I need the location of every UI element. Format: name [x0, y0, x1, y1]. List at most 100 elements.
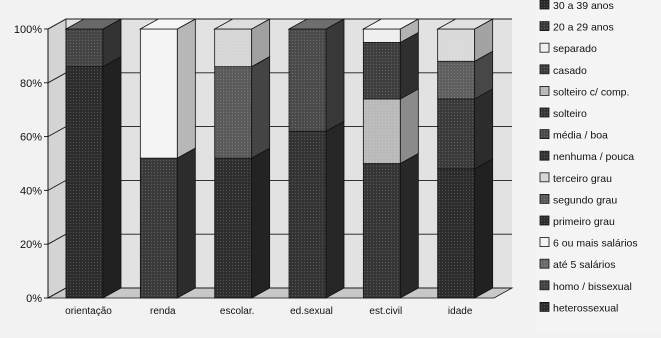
legend-swatch-texture	[540, 21, 549, 31]
y-tick-label: 80%	[20, 78, 42, 90]
y-tick-label: 60%	[20, 132, 42, 144]
bar-top-face	[361, 18, 420, 30]
bar-segment-side	[399, 88, 419, 165]
bar-renda	[138, 18, 197, 299]
bar-escolar.	[213, 18, 272, 299]
legend-item: 30 a 39 anos	[539, 0, 614, 12]
x-category-label: renda	[150, 306, 176, 317]
legend-label: média / boa	[553, 130, 608, 142]
bar-segment-texture	[363, 29, 401, 43]
gridline-diagonal	[47, 126, 67, 137]
legend-item: até 5 salários	[539, 258, 615, 271]
legend-label: heterossexual	[553, 302, 618, 314]
bar-segment-texture	[66, 29, 103, 67]
legend-label: segundo grau	[553, 194, 617, 206]
legend-label: 6 ou mais salários	[553, 238, 638, 250]
legend-item: heterossexual	[539, 301, 618, 314]
legend-swatch-texture	[540, 237, 549, 247]
bar-segment-texture	[289, 131, 326, 298]
bar-est.civil	[361, 18, 420, 299]
legend-swatch-texture	[540, 86, 549, 96]
legend-swatch-texture	[540, 302, 549, 312]
legend-item: terceiro grau	[539, 172, 612, 185]
legend-swatch-texture	[540, 194, 549, 204]
legend-swatch-texture	[540, 259, 549, 269]
bar-segment-texture	[363, 163, 401, 298]
legend-label: primeiro grau	[553, 216, 615, 228]
bar-segment	[362, 88, 419, 165]
legend-item: homo / bissexual	[539, 280, 632, 293]
plot-side-wall	[47, 18, 67, 299]
legend-swatch-texture	[540, 129, 549, 139]
bar-segment	[139, 147, 196, 299]
legend-swatch-texture	[540, 0, 549, 9]
legend-label: 20 a 29 anos	[553, 22, 614, 34]
x-category-label: est.civil	[369, 306, 402, 317]
bar-segment-texture	[214, 29, 252, 67]
legend-item: solteiro	[539, 107, 587, 120]
bar-segment-side	[325, 18, 345, 132]
bar-ed.sexual	[287, 18, 346, 299]
bar-segment-texture	[66, 66, 103, 298]
bar-top-face	[287, 18, 346, 30]
bar-segment-texture	[214, 158, 252, 298]
legend-item: média / boa	[539, 129, 608, 142]
legend-item: segundo grau	[539, 193, 617, 206]
bar-segment-texture	[214, 66, 252, 159]
bar-segment-texture	[140, 29, 178, 159]
x-category-label: ed.sexual	[290, 306, 333, 317]
bar-segment	[214, 55, 271, 159]
legend-swatch-texture	[540, 108, 549, 117]
bar-segment-texture	[437, 98, 475, 169]
bar-segment-side	[474, 158, 494, 299]
legend-label: homo / bissexual	[553, 281, 632, 293]
bar-segment-side	[102, 55, 122, 299]
bar-segment-texture	[437, 61, 475, 99]
bar-segment-texture	[437, 168, 475, 298]
y-tick-label: 40%	[20, 185, 42, 197]
bar-segment-side	[399, 31, 419, 100]
y-tick-label: 0%	[26, 293, 42, 305]
bar-segment-side	[176, 18, 196, 159]
legend-swatch-texture	[540, 216, 549, 225]
bar-top-face	[138, 18, 197, 30]
legend-swatch-texture	[540, 43, 549, 53]
legend-label: terceiro grau	[553, 173, 612, 185]
x-category-label: idade	[448, 306, 473, 317]
legend-label: nenhuma / pouca	[553, 151, 634, 163]
legend-item: separado	[539, 42, 597, 55]
gridline-diagonal	[47, 233, 67, 245]
bar-segment-side	[399, 152, 419, 299]
legend-item: nenhuma / pouca	[539, 150, 634, 163]
y-tick-label: 100%	[14, 24, 42, 36]
bar-segment-side	[251, 147, 271, 299]
bar-segment-texture	[437, 29, 475, 62]
gridline-diagonal	[47, 287, 67, 299]
bar-segment	[214, 147, 271, 299]
bar-segment	[362, 31, 419, 100]
legend-item: 6 ou mais salários	[539, 237, 638, 250]
bar-segment	[361, 18, 420, 44]
legend-label: separado	[553, 43, 597, 55]
bar-segment	[213, 18, 272, 68]
bar-orientação	[64, 18, 123, 299]
bar-segment-texture	[289, 29, 326, 132]
legend-box	[536, 0, 661, 333]
bar-segment	[437, 50, 494, 100]
gridline-diagonal	[47, 180, 67, 191]
legend-item: solteiro c/ comp.	[539, 86, 629, 98]
x-category-label: escolar.	[220, 306, 254, 317]
bar-segment	[64, 18, 123, 68]
bar-segment-texture	[363, 98, 401, 164]
legend-label: 30 a 39 anos	[553, 0, 614, 12]
bar-top-face	[64, 18, 123, 30]
bar-segment-side	[176, 147, 196, 299]
bar-segment	[288, 120, 345, 299]
legend-label: até 5 salários	[553, 259, 615, 271]
bar-segment	[437, 88, 494, 170]
bar-segment	[287, 18, 346, 132]
bar-segment-texture	[140, 158, 178, 298]
legend-item: primeiro grau	[539, 215, 615, 228]
